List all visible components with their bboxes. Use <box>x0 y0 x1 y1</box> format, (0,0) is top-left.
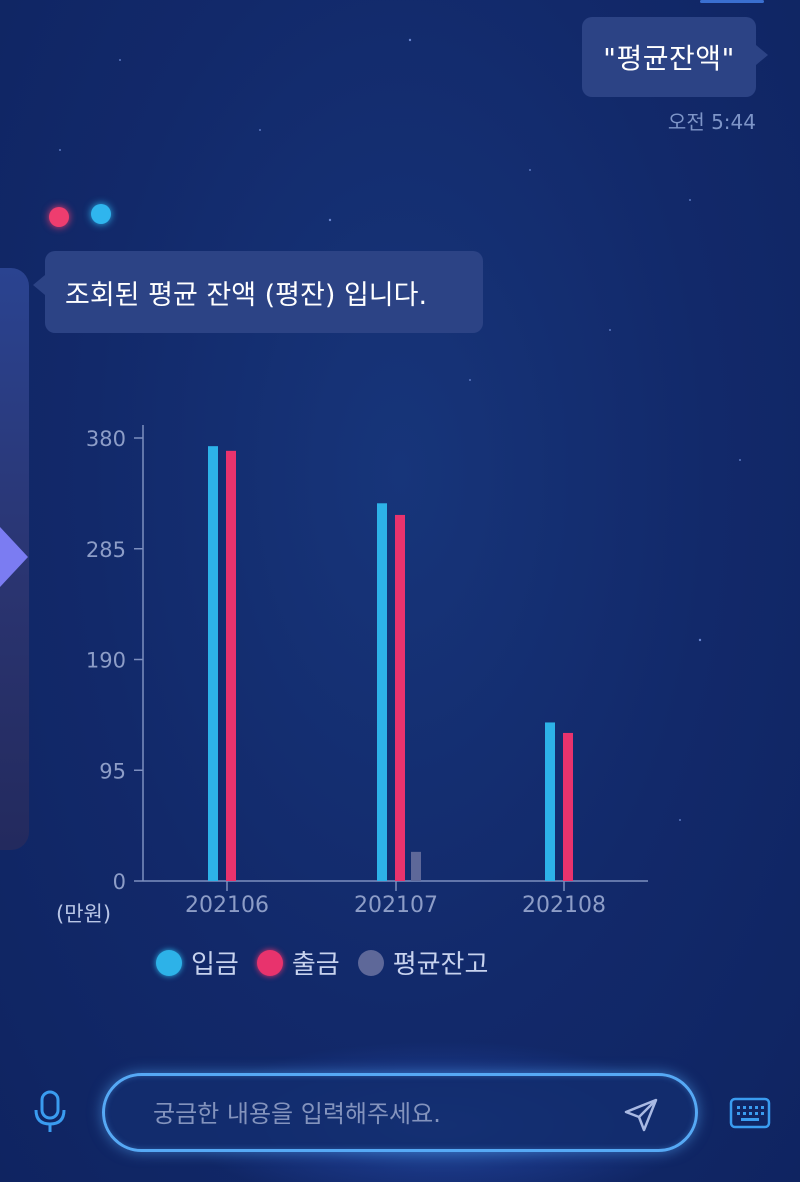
bot-indicator-red-dot <box>49 207 69 227</box>
chart-bar <box>563 732 573 881</box>
legend-item-deposit: 입금 <box>156 944 239 981</box>
chart-bar <box>208 446 218 881</box>
microphone-icon[interactable] <box>33 1090 67 1134</box>
legend-withdrawal-label: 출금 <box>291 950 340 980</box>
chart-unit-label: (만원) <box>56 902 112 926</box>
bot-indicator-blue-dot <box>91 204 111 224</box>
side-panel-arrow-icon[interactable] <box>0 527 28 587</box>
message-input-container[interactable] <box>102 1073 698 1152</box>
legend-average-balance-marker <box>357 949 384 976</box>
legend-deposit-label: 입금 <box>191 950 239 980</box>
chart-bar <box>226 450 236 881</box>
message-input[interactable] <box>151 1092 595 1136</box>
y-tick-label: 380 <box>86 427 126 451</box>
y-tick-label: 285 <box>86 538 126 562</box>
x-tick-label: 202106 <box>185 893 269 918</box>
chart-bar <box>377 503 387 881</box>
user-message-bubble: "평균잔액" <box>582 17 768 97</box>
y-tick-label: 0 <box>113 870 126 894</box>
top-edge-indicator <box>700 0 764 3</box>
chart-bar <box>411 851 421 881</box>
bot-message-text: 조회된 평균 잔액 (평잔) 입니다. <box>65 279 428 311</box>
legend-deposit-marker <box>156 949 182 976</box>
chart-legend: 입금 출금 평균잔고 <box>156 944 506 981</box>
user-message-text: "평균잔액" <box>603 42 735 75</box>
x-tick-label: 202108 <box>522 893 606 918</box>
balance-bar-chart: 0 95 190 285 380 202106 202107 202108 <box>86 425 648 918</box>
keyboard-icon[interactable] <box>729 1097 771 1129</box>
chart-bar <box>545 722 555 881</box>
message-timestamp: 오전 5:44 <box>667 110 756 134</box>
chart-bar <box>395 514 405 881</box>
bot-message-bubble: 조회된 평균 잔액 (평잔) 입니다. <box>33 251 483 333</box>
legend-withdrawal-marker <box>256 949 283 976</box>
send-icon[interactable] <box>622 1096 660 1134</box>
legend-item-average-balance: 평균잔고 <box>357 944 489 981</box>
legend-average-balance-label: 평균잔고 <box>392 950 489 980</box>
legend-item-withdrawal: 출금 <box>256 944 340 981</box>
x-tick-label: 202107 <box>354 893 438 918</box>
y-tick-label: 95 <box>99 759 126 783</box>
y-tick-label: 190 <box>86 649 126 673</box>
